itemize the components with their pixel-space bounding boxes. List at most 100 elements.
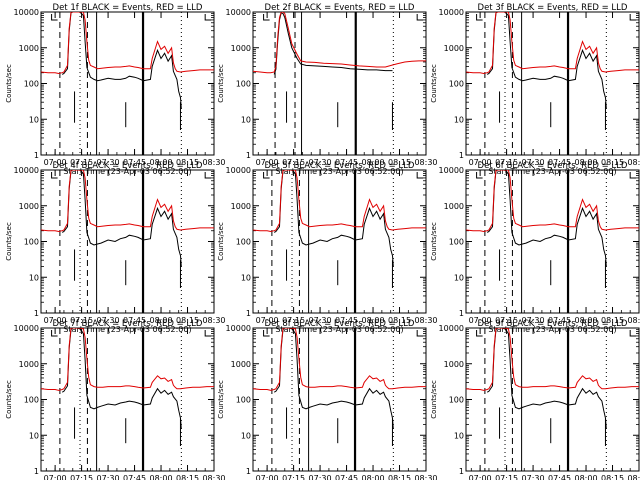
chart-panel: Det 2f BLACK = Events, RED = LLD 1 10 100 10… <box>217 3 438 176</box>
chart-panel: Det 8f BLACK = Events, RED = LLD 1 10 100 10… <box>217 319 438 480</box>
x-tick-label: 07:00 <box>469 474 492 480</box>
chart-panel: Det 1f BLACK = Events, RED = LLD 1 10 100 10… <box>5 3 226 176</box>
x-tick-label: 08:30 <box>627 158 640 167</box>
y-tick-label: 1000 <box>19 202 39 211</box>
y-tick-label: 1000 <box>231 202 251 211</box>
x-tick-label: 07:45 <box>548 474 571 480</box>
y-tick-label: 100 <box>24 396 39 405</box>
y-tick-label: 10 <box>29 431 39 440</box>
x-axis-label: Start Time (23-Apr-03 06:52:00) <box>63 325 191 334</box>
x-tick-label: 07:30 <box>97 474 120 480</box>
interval-bracket <box>263 330 270 337</box>
chart-title: Det 1f BLACK = Events, RED = LLD <box>53 3 203 13</box>
y-tick-label: 1000 <box>19 360 39 369</box>
plot-frame <box>252 11 427 156</box>
x-tick-label: 07:15 <box>70 316 93 325</box>
y-tick-label: 1 <box>246 309 251 318</box>
y-axis-label: Counts/sec <box>5 222 13 261</box>
x-tick-label: 07:30 <box>522 316 545 325</box>
y-tick-label: 100 <box>449 396 464 405</box>
x-axis-label: Start Time (23-Apr-03 06:52:00) <box>275 325 403 334</box>
x-tick-label: 08:15 <box>176 158 199 167</box>
y-axis-label: Counts/sec <box>5 380 13 419</box>
series-line-events <box>273 328 394 430</box>
interval-bracket <box>476 14 483 21</box>
y-tick-label: 10 <box>454 115 464 124</box>
x-tick-label: 07:00 <box>256 316 279 325</box>
x-tick-label: 08:30 <box>414 316 437 325</box>
y-tick-label: 10000 <box>14 166 39 175</box>
chart-title: Det 5f BLACK = Events, RED = LLD <box>265 161 415 171</box>
interval-bracket <box>416 14 424 21</box>
plot-frame <box>40 11 215 156</box>
chart-title: Det 4f BLACK = Events, RED = LLD <box>53 161 203 171</box>
x-tick-label: 07:30 <box>522 158 545 167</box>
x-tick-label: 07:30 <box>522 474 545 480</box>
series-line-lld <box>466 328 639 391</box>
x-tick-label: 07:30 <box>309 316 332 325</box>
chart-title: Det 3f BLACK = Events, RED = LLD <box>478 3 628 13</box>
x-tick-label: 08:00 <box>150 474 173 480</box>
y-tick-label: 10 <box>241 273 251 282</box>
chart-panel: Det 9f BLACK = Events, RED = LLD 1 10 100 10… <box>430 319 640 480</box>
x-tick-label: 07:15 <box>70 158 93 167</box>
y-axis-label: Counts/sec <box>430 222 438 261</box>
x-axis-label: Start Time (23-Apr-03 06:52:00) <box>275 167 403 176</box>
x-tick-label: 07:45 <box>123 158 146 167</box>
interval-bracket <box>204 330 212 337</box>
plot-frame <box>252 327 427 472</box>
y-tick-label: 10000 <box>226 324 251 333</box>
x-tick-label: 07:45 <box>123 474 146 480</box>
y-tick-label: 100 <box>236 80 251 89</box>
y-tick-label: 10 <box>241 431 251 440</box>
x-tick-label: 07:00 <box>44 474 67 480</box>
plot-frame <box>40 169 215 314</box>
x-tick-label: 07:45 <box>123 316 146 325</box>
x-tick-label: 07:45 <box>335 158 358 167</box>
x-tick-label: 07:00 <box>44 158 67 167</box>
interval-bracket <box>476 330 483 337</box>
y-tick-label: 1 <box>246 151 251 160</box>
x-tick-label: 07:45 <box>335 316 358 325</box>
x-tick-label: 07:30 <box>97 316 120 325</box>
interval-bracket <box>51 330 58 337</box>
x-tick-label: 07:15 <box>495 316 518 325</box>
chart-panel: Det 4f BLACK = Events, RED = LLD 1 10 100 10… <box>5 161 226 334</box>
x-tick-label: 08:00 <box>362 158 385 167</box>
x-tick-label: 08:15 <box>176 474 199 480</box>
x-tick-label: 07:00 <box>256 158 279 167</box>
x-tick-label: 08:15 <box>176 316 199 325</box>
x-tick-label: 07:00 <box>469 158 492 167</box>
y-tick-label: 100 <box>449 238 464 247</box>
interval-bracket <box>204 172 212 179</box>
y-tick-label: 1 <box>34 467 39 476</box>
plot-frame <box>252 169 427 314</box>
x-tick-label: 07:15 <box>282 474 305 480</box>
y-axis-label: Counts/sec <box>217 380 225 419</box>
x-tick-label: 07:15 <box>70 474 93 480</box>
x-axis-label: Start Time (23-Apr-03 06:52:00) <box>63 167 191 176</box>
y-tick-label: 10000 <box>439 166 464 175</box>
x-tick-label: 08:00 <box>362 474 385 480</box>
x-tick-label: 07:00 <box>469 316 492 325</box>
x-tick-label: 07:15 <box>282 316 305 325</box>
interval-bracket <box>51 14 58 21</box>
interval-bracket <box>416 172 424 179</box>
series-line-lld <box>41 328 214 391</box>
x-tick-label: 08:15 <box>601 158 624 167</box>
plot-frame <box>40 327 215 472</box>
y-tick-label: 1000 <box>444 360 464 369</box>
series-line-events <box>61 170 182 267</box>
series-line-lld <box>253 170 426 233</box>
y-axis-label: Counts/sec <box>217 64 225 103</box>
x-axis-label: Start Time (23-Apr-03 06:52:00) <box>488 167 616 176</box>
interval-bracket <box>51 172 58 179</box>
y-tick-label: 1 <box>246 467 251 476</box>
series-line-lld <box>41 170 214 233</box>
interval-bracket <box>629 172 637 179</box>
x-tick-label: 08:00 <box>150 158 173 167</box>
x-tick-label: 07:30 <box>309 474 332 480</box>
y-tick-label: 10 <box>454 273 464 282</box>
series-line-events <box>486 328 607 430</box>
